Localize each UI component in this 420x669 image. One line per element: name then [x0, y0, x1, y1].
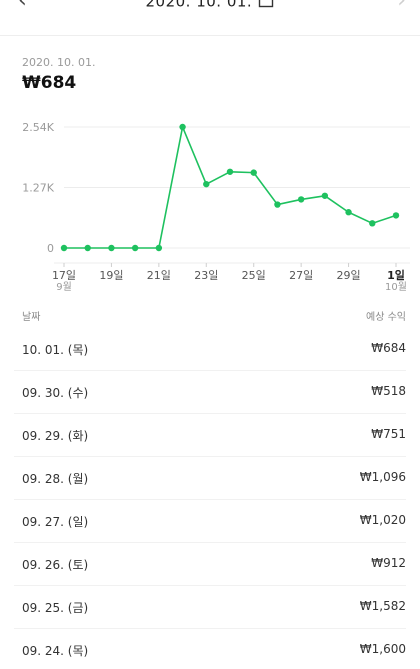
row-amount: ₩518	[371, 384, 406, 398]
row-date: 09. 25. (금)	[22, 601, 89, 615]
list-item[interactable]: 09. 25. (금) ₩1,582	[14, 586, 406, 629]
data-point	[297, 196, 305, 203]
x-tick-label: 27일	[289, 268, 313, 282]
data-point	[60, 244, 68, 252]
chevron-right-icon[interactable]: ›	[397, 0, 406, 13]
date-selector[interactable]: 2020. 10. 01.	[0, 0, 420, 12]
data-point	[108, 244, 115, 252]
summary-amount: ₩684	[22, 73, 77, 93]
row-date: 09. 24. (목)	[22, 644, 89, 658]
row-date: 10. 01. (목)	[22, 343, 89, 357]
row-amount: ₩912	[371, 556, 406, 570]
x-tick-month-label: 10월	[385, 281, 407, 293]
header-date: 2020. 10. 01.	[145, 0, 253, 11]
row-date: 09. 28. (월)	[22, 472, 89, 486]
list-item[interactable]: 09. 29. (화) ₩751	[14, 414, 406, 457]
x-tick-label: 1일	[387, 268, 405, 282]
data-point	[345, 209, 352, 216]
list-header: 날짜 예상 수익	[0, 300, 420, 328]
list-item[interactable]: 09. 24. (목) ₩1,600	[14, 629, 406, 669]
column-amount: 예상 수익	[366, 312, 406, 323]
data-point	[274, 201, 281, 208]
row-amount: ₩1,020	[359, 513, 406, 527]
x-tick-label: 23일	[194, 268, 218, 282]
column-date: 날짜	[22, 312, 41, 323]
data-point	[321, 192, 329, 199]
list-item[interactable]: 10. 01. (목) ₩684	[14, 328, 406, 371]
data-point	[84, 244, 91, 252]
chevron-left-icon[interactable]: ‹	[18, 0, 27, 13]
data-point	[250, 169, 257, 176]
row-amount: ₩751	[371, 427, 406, 441]
x-tick-label: 21일	[147, 268, 171, 282]
x-tick-label: 29일	[337, 268, 361, 282]
row-amount: ₩1,582	[359, 599, 406, 613]
row-amount: ₩1,600	[359, 642, 406, 656]
x-tick-label: 17일	[52, 268, 76, 282]
x-tick-label: 25일	[242, 268, 266, 282]
row-amount: ₩684	[371, 341, 406, 355]
row-date: 09. 26. (토)	[22, 558, 89, 572]
x-tick-label: 19일	[99, 268, 123, 282]
row-date: 09. 27. (일)	[22, 515, 89, 529]
list-item[interactable]: 09. 28. (월) ₩1,096	[14, 457, 406, 500]
earnings-chart[interactable]: 2.54K 1.27K 0 17일 9월 19일 21일 23일 25일 27일 29일 1일 10월	[0, 110, 420, 295]
list-item[interactable]: 09. 26. (토) ₩912	[14, 543, 406, 586]
data-point	[226, 168, 234, 175]
data-point	[392, 212, 400, 219]
data-point	[203, 180, 210, 188]
row-date: 09. 30. (수)	[22, 386, 89, 400]
data-point	[179, 123, 186, 131]
y-tick-label: 1.27K	[22, 182, 54, 195]
y-tick-label: 2.54K	[22, 121, 54, 134]
y-tick-label: 0	[47, 242, 54, 255]
row-amount: ₩1,096	[359, 470, 406, 484]
data-point	[369, 220, 376, 227]
row-date: 09. 29. (화)	[22, 429, 89, 443]
earnings-list: 10. 01. (목) ₩684 09. 30. (수) ₩518 09. 29. (화…	[0, 328, 420, 669]
top-bar: ‹ 2020. 10. 01. ›	[0, 0, 420, 36]
summary-date: 2020. 10. 01.	[22, 56, 96, 69]
data-point	[155, 244, 163, 252]
data-point	[131, 244, 139, 252]
list-item[interactable]: 09. 27. (일) ₩1,020	[14, 500, 406, 543]
list-item[interactable]: 09. 30. (수) ₩518	[14, 371, 406, 414]
x-tick-month-label: 9월	[56, 281, 72, 293]
calendar-icon[interactable]	[258, 0, 274, 12]
